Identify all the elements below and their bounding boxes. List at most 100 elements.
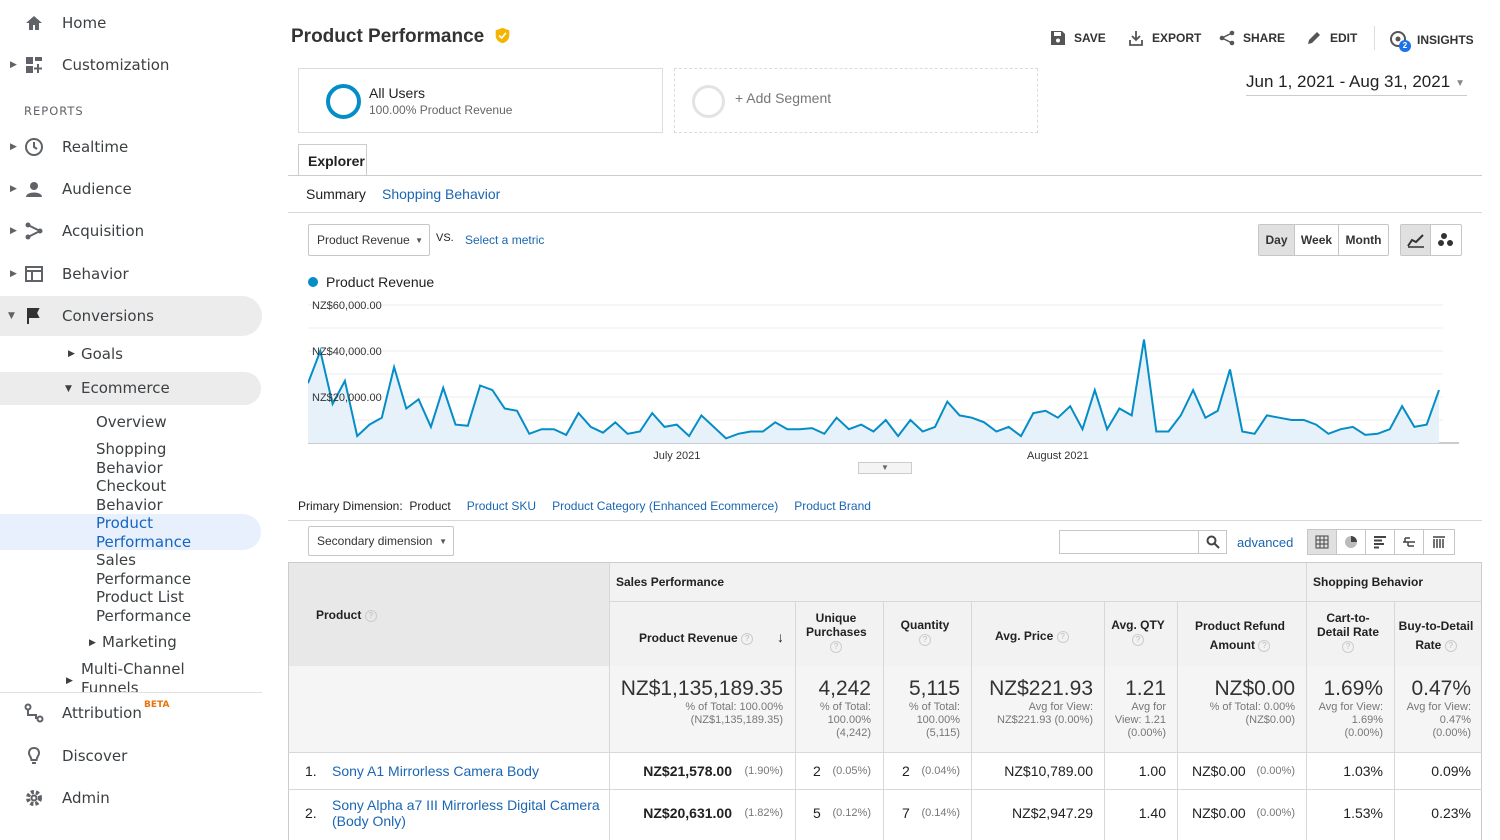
export-button[interactable]: EXPORT [1128,30,1201,46]
tab-shopping-behavior[interactable]: Shopping Behavior [382,186,501,202]
product-header[interactable]: Product ? [316,608,377,622]
tab-explorer[interactable]: Explorer [298,144,367,175]
motion-chart-button[interactable] [1431,225,1461,255]
col-quantity[interactable]: Quantity? [883,618,967,646]
col-product-revenue-label: Product Revenue [639,631,738,645]
segment-name: All Users [369,85,426,101]
col-avg-price[interactable]: Avg. Price ? [995,629,1069,643]
nav-marketing[interactable]: Marketing [102,633,177,651]
avg-qty-value: 1.00 [1138,763,1166,779]
expand-caret-icon: ▶ [10,226,17,236]
line-chart-button[interactable] [1401,225,1431,255]
dim-product-category[interactable]: Product Category (Enhanced Ecommerce) [552,499,779,513]
add-segment-button[interactable]: + Add Segment [674,68,1038,133]
pie-view-button[interactable] [1337,530,1366,554]
col-cart-to-detail[interactable]: Cart-to-Detail Rate? [1312,611,1384,653]
nav-sales-performance[interactable]: Sales Performance [96,551,191,588]
y-tick-label: NZ$60,000.00 [312,300,382,312]
share-button[interactable]: SHARE [1219,30,1285,46]
nav-audience[interactable]: ▶ Audience [0,169,262,209]
grid-line [971,602,972,840]
nav-behavior[interactable]: ▶ Behavior [0,254,262,294]
nav-conversions[interactable]: ▼ Conversions [0,296,262,336]
help-icon: ? [1444,639,1457,652]
edit-button[interactable]: EDIT [1306,30,1357,46]
tab-summary[interactable]: Summary [306,186,366,202]
help-icon: ? [1342,640,1354,653]
legend-label: Product Revenue [326,274,435,290]
grid-view-button[interactable] [1308,530,1337,554]
comparison-view-button[interactable] [1395,530,1424,554]
product-name-line2: (Body Only) [332,813,406,829]
dim-product-sku[interactable]: Product SKU [466,499,537,513]
product-link[interactable]: Sony Alpha a7 III Mirrorless Digital Cam… [332,797,600,829]
search-button[interactable] [1198,530,1227,554]
bar-view-button[interactable] [1366,530,1395,554]
refund-value: NZ$0.00 [1192,805,1246,821]
save-button[interactable]: SAVE [1050,30,1106,46]
table-search-input[interactable] [1059,530,1199,554]
grid-line [1394,602,1395,840]
nav-multichannel[interactable]: Multi-Channel Funnels [81,660,185,692]
grid-line [288,563,289,840]
product-link[interactable]: Sony A1 Mirrorless Camera Body [332,763,539,779]
select-metric-link[interactable]: Select a metric [465,233,545,247]
help-icon: ? [1132,633,1144,646]
advanced-link[interactable]: advanced [1237,535,1294,550]
selected-highlight [0,514,261,550]
total-sub: % of Total: [819,701,871,713]
dim-product: Product [409,499,451,513]
secondary-dimension-dropdown[interactable]: Secondary dimension ▼ [308,526,454,556]
date-range-picker[interactable]: Jun 1, 2021 - Aug 31, 2021 ▼ [1246,72,1467,96]
nav-checkout-behavior[interactable]: Checkout Behavior [96,477,166,514]
nav-realtime[interactable]: ▶ Realtime [0,127,262,167]
nav-attribution[interactable]: Attribution BETA [0,693,262,733]
day-button[interactable]: Day [1259,225,1295,255]
col-avg-price-label: Avg. Price [995,629,1054,643]
nav-overview[interactable]: Overview [96,413,167,431]
nav-admin[interactable]: Admin [0,778,262,818]
date-range-label: Jun 1, 2021 - Aug 31, 2021 [1246,72,1451,91]
chart-expand-handle[interactable]: ▼ [858,462,912,474]
nav-product-list-performance[interactable]: Product List Performance [96,588,191,625]
insights-button[interactable]: 2 INSIGHTS [1389,30,1474,52]
avg-qty-value: 1.40 [1138,805,1166,821]
col-avg-qty-label: Avg. QTY [1111,618,1165,632]
col-unique-purchases[interactable]: Unique Purchases? [796,611,876,653]
month-button[interactable]: Month [1345,233,1382,247]
metric-dropdown[interactable]: Product Revenue ▼ [308,224,430,256]
nav-acquisition[interactable]: ▶ Acquisition [0,211,262,251]
collapse-caret-icon: ▼ [8,311,15,321]
col-product-revenue[interactable]: Product Revenue ? ↓ [639,629,784,645]
help-icon: ? [741,632,754,645]
nav-product-performance[interactable]: Product Performance [96,514,191,551]
nav-product-list-line1: Product List [96,588,184,606]
nav-discover[interactable]: Discover [0,736,262,776]
nav-home[interactable]: Home [0,3,262,43]
refund-value: NZ$0.00 [1192,763,1246,779]
dim-product-brand[interactable]: Product Brand [794,499,871,513]
page-title-wrap: Product Performance [291,26,511,48]
col-buy-to-detail[interactable]: Buy-to-Detail Rate ? [1398,617,1474,655]
sidebar: Home ▶ Customization REPORTS ▶ Realtime … [0,0,270,839]
nav-checkout-behavior-line1: Checkout [96,477,167,495]
nav-ecommerce[interactable]: Ecommerce [81,379,170,397]
grid-line [883,602,884,840]
total-unique-purchases: 4,242% of Total: 100.00% (4,242) [818,677,871,740]
segment-all-users[interactable]: All Users 100.00% Product Revenue [298,68,663,133]
grid-line [1177,602,1178,840]
nav-customization-label: Customization [62,56,170,74]
metric-header-bg [609,563,1482,666]
week-button[interactable]: Week [1295,225,1339,255]
nav-goals[interactable]: Goals [81,345,123,363]
pivot-icon [1433,536,1445,548]
pivot-view-button[interactable] [1424,530,1454,554]
primary-dimension-bar: Primary Dimension: Product Product SKU P… [298,499,871,513]
col-refund-amount[interactable]: Product Refund Amount ? [1185,617,1295,655]
refund-pct: (0.00%) [1256,807,1295,819]
nav-customization[interactable]: ▶ Customization [0,45,262,85]
tab-explorer-label: Explorer [308,153,365,169]
col-avg-qty[interactable]: Avg. QTY? [1107,618,1169,646]
nav-shopping-behavior[interactable]: Shopping Behavior [96,440,166,477]
toolbar-divider [1374,26,1375,50]
